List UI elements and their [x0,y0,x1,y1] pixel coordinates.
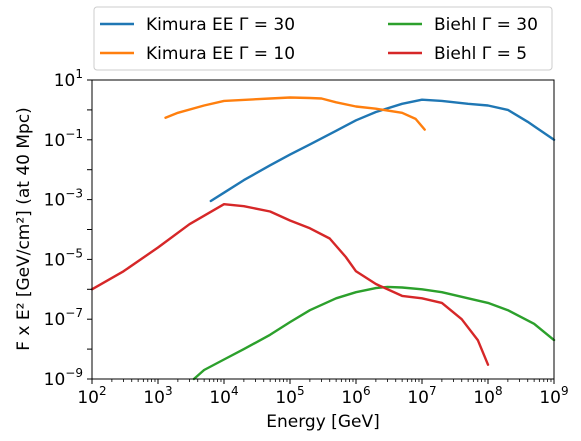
y-tick-label: 10−1 [44,127,83,151]
series-line-2 [164,96,426,131]
x-tick-label: 103 [143,384,172,408]
plot-frame [91,79,555,380]
series-lines [90,96,556,381]
legend-label-2: Kimura EE Γ = 10 [146,44,295,64]
legend-label-3: Biehl Γ = 30 [434,15,538,35]
series-line-4 [90,203,490,366]
series-line-1 [209,98,556,203]
x-tick-label: 109 [539,384,568,408]
axis-ticks: 102 103 104 105 106 107 108 109 10−9 10−7 10−5 10−3… [44,67,569,408]
legend-label-1: Kimura EE Γ = 30 [146,15,295,35]
x-tick-label: 102 [77,384,106,408]
legend-frame [93,6,553,71]
y-tick-label: 101 [54,67,83,91]
x-tick-label: 108 [473,384,502,408]
x-tick-label: 106 [341,384,370,408]
y-tick-label: 10−5 [44,246,83,270]
x-tick-label: 104 [209,384,238,408]
x-tick-label: 105 [275,384,304,408]
y-tick-label: 10−7 [44,306,83,330]
x-axis-label: Energy [GeV] [266,412,379,432]
legend-label-4: Biehl Γ = 5 [434,44,527,64]
x-tick-label: 107 [407,384,436,408]
y-tick-label: 10−9 [44,366,83,390]
series-line-3 [192,285,556,381]
y-axis-label: F x E² [GeV/cm²] (at 40 Mpc) [14,107,34,351]
y-tick-label: 10−3 [44,187,83,211]
legend: Kimura EE Γ = 30 Kimura EE Γ = 10 Biehl Γ … [93,6,553,71]
